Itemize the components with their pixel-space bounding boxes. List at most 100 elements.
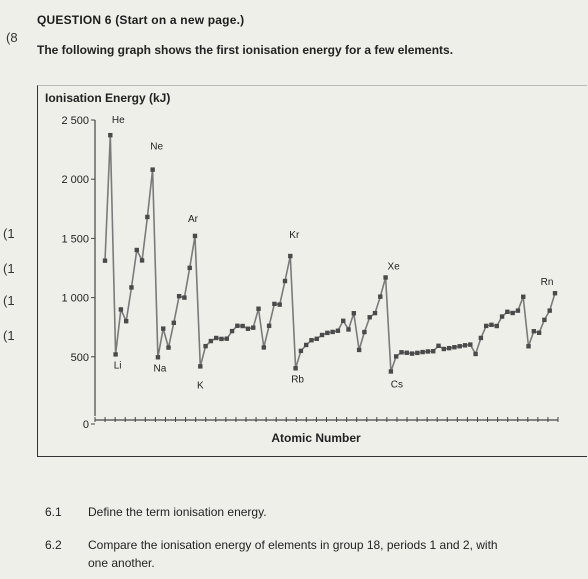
data-point	[457, 344, 462, 349]
data-point	[118, 307, 124, 312]
question-6-2-text: Compare the ionisation energy of element…	[88, 538, 498, 552]
y-tick-label: 1 000	[61, 293, 89, 305]
y-tick-label: 1 500	[61, 233, 89, 245]
data-point	[409, 351, 415, 356]
data-point	[452, 345, 457, 350]
data-point	[510, 310, 515, 316]
data-point	[208, 338, 214, 344]
data-point	[251, 325, 256, 330]
element-label: Ne	[150, 142, 163, 153]
y-tick-label: 0	[83, 419, 89, 431]
chart-title: Ionisation Energy (kJ)	[45, 91, 170, 105]
question-intro: The following graph shows the first ioni…	[37, 43, 454, 57]
question-6-2-number: 6.2	[45, 538, 62, 552]
element-label: He	[112, 115, 125, 126]
data-point	[182, 295, 187, 300]
data-point	[272, 301, 277, 307]
data-point	[542, 317, 547, 323]
element-label: K	[197, 380, 204, 391]
element-label: Rb	[291, 374, 304, 385]
data-point	[293, 366, 298, 371]
data-point	[213, 335, 219, 341]
data-point	[288, 253, 293, 259]
data-point	[166, 345, 171, 350]
mark-total: (8	[6, 30, 18, 45]
data-point	[319, 332, 325, 338]
data-point	[108, 132, 113, 138]
data-point	[203, 343, 208, 349]
data-point	[547, 308, 552, 313]
data-point	[404, 350, 409, 355]
element-label: Na	[154, 363, 167, 374]
data-point	[526, 344, 531, 349]
element-label: Ar	[188, 214, 199, 225]
data-point	[198, 364, 203, 369]
data-point	[298, 348, 304, 354]
mark-1: (1	[3, 226, 15, 241]
data-point	[378, 294, 383, 299]
data-point	[425, 349, 431, 354]
data-point	[309, 338, 314, 343]
data-point	[171, 320, 177, 326]
mark-4: (1	[3, 328, 15, 343]
data-point	[441, 346, 447, 352]
question-6-1-number: 6.1	[45, 505, 62, 519]
data-point	[123, 318, 129, 324]
data-point	[266, 323, 272, 328]
data-point	[552, 291, 558, 296]
data-point	[187, 265, 192, 271]
data-point	[420, 349, 425, 355]
data-point	[330, 329, 335, 335]
data-point	[245, 326, 251, 331]
y-tick-label: 500	[71, 352, 89, 364]
data-point	[224, 336, 229, 341]
element-label: Cs	[391, 379, 403, 390]
data-point	[325, 330, 330, 336]
data-point	[436, 343, 441, 348]
data-point	[176, 293, 182, 299]
data-point	[155, 355, 161, 360]
data-point	[229, 328, 235, 334]
data-point	[145, 214, 150, 220]
data-point	[235, 323, 240, 328]
element-label: Li	[114, 360, 122, 371]
data-point	[362, 329, 367, 335]
data-point	[219, 336, 224, 342]
data-point	[399, 350, 404, 355]
data-point	[494, 323, 499, 329]
data-point	[483, 323, 489, 329]
data-markers	[102, 132, 558, 374]
mark-2: (1	[3, 261, 15, 276]
data-point	[161, 326, 166, 331]
data-point	[499, 314, 505, 319]
data-point	[468, 342, 473, 347]
data-point	[489, 322, 494, 328]
data-point	[521, 294, 526, 299]
data-point	[383, 275, 388, 280]
data-point	[505, 309, 510, 315]
y-tick-label: 2 500	[61, 115, 89, 127]
question-6-1-text: Define the term ionisation energy.	[88, 505, 267, 519]
data-point	[256, 306, 261, 311]
data-point	[335, 328, 341, 333]
element-labels: He Li Ne Na Ar K Kr Rb Xe Cs Rn	[112, 115, 554, 391]
data-point	[346, 327, 351, 332]
data-point	[388, 369, 394, 374]
data-point	[303, 342, 309, 348]
data-point	[367, 315, 372, 320]
data-point	[113, 352, 118, 357]
data-point	[134, 247, 139, 253]
element-label: Kr	[289, 230, 300, 241]
element-label: Rn	[541, 277, 554, 288]
mark-3: (1	[3, 293, 15, 308]
data-point	[240, 323, 245, 329]
graph-frame	[37, 85, 587, 457]
y-tick-label: 2 000	[61, 174, 89, 186]
data-point	[314, 336, 319, 342]
data-point	[102, 258, 108, 263]
x-axis-label: Atomic Number	[271, 431, 361, 445]
data-point	[393, 354, 399, 359]
question-title: QUESTION 6 (Start on a new page.)	[37, 13, 245, 27]
data-point	[139, 258, 145, 263]
